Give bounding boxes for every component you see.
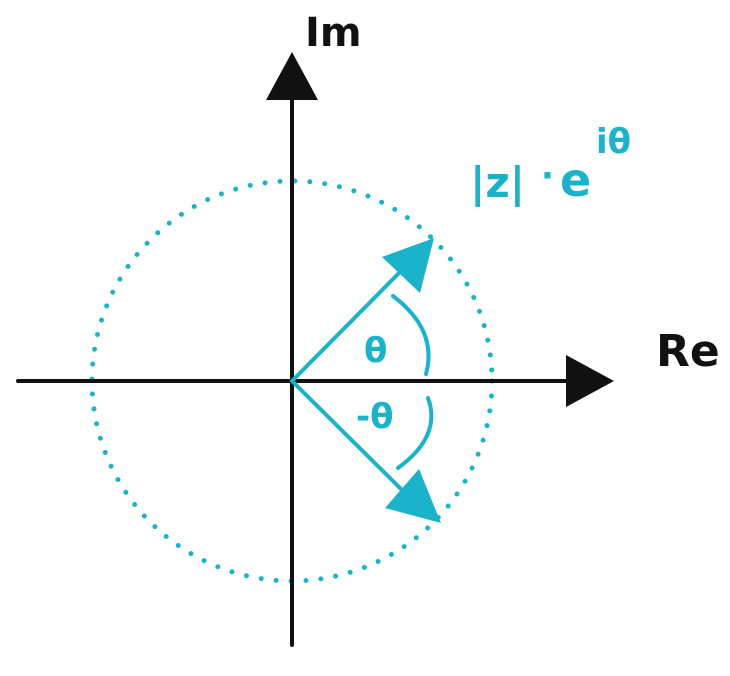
real-axis-label: Re [656, 326, 720, 377]
vector-positive-angle [290, 265, 407, 383]
angle-label-positive: θ [364, 331, 387, 371]
formula-exponent: iθ [596, 122, 631, 162]
vector-negative-angle [290, 379, 410, 498]
vector-negative-arrowhead [385, 469, 441, 523]
angle-label-negative: -θ [356, 397, 393, 437]
angle-arc-negative [396, 396, 434, 470]
imaginary-axis-arrowhead [266, 52, 318, 100]
imaginary-axis-label: Im [305, 10, 362, 56]
angle-arc-positive [391, 294, 431, 376]
formula-base: e [560, 153, 591, 207]
real-axis-arrowhead [566, 355, 614, 407]
formula-modulus: |z| [470, 158, 525, 207]
vector-positive-arrowhead [382, 238, 434, 293]
formula-dot: · [541, 156, 554, 196]
